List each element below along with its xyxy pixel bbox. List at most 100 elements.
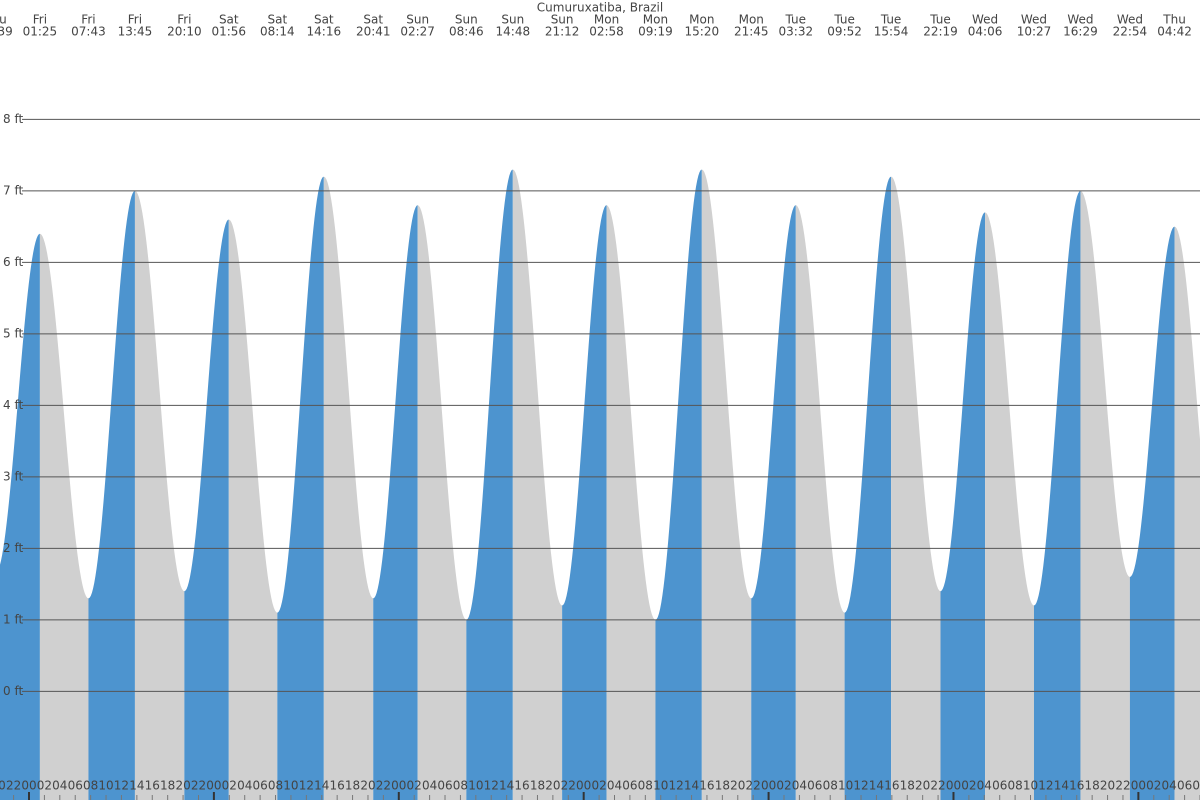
hour-tick-label: 04 xyxy=(977,779,992,793)
hour-tick-label: 18 xyxy=(715,779,730,793)
hour-tick-label: 08 xyxy=(1007,779,1022,793)
hour-tick-label: 16 xyxy=(514,779,529,793)
hour-tick-label: 08 xyxy=(83,779,98,793)
hour-tick-label: 16 xyxy=(699,779,714,793)
rising-tide xyxy=(88,190,135,800)
extreme-day: Wed xyxy=(972,13,998,27)
hour-tick-label: 14 xyxy=(129,779,144,793)
extreme-time: 01:56 xyxy=(211,25,246,39)
extreme-day: Fri xyxy=(128,13,142,27)
hour-tick-label: 04 xyxy=(792,779,807,793)
hour-tick-label: 18 xyxy=(160,779,175,793)
hour-tick-label: 02 xyxy=(407,779,422,793)
hour-tick-label: 20 xyxy=(545,779,560,793)
labels: 0 ft1 ft2 ft3 ft4 ft5 ft6 ft7 ft8 ftThu1… xyxy=(0,13,1200,800)
hour-tick-label: 00 xyxy=(391,779,406,793)
extreme-day: Wed xyxy=(1117,13,1143,27)
extreme-time: 15:20 xyxy=(685,25,720,39)
hour-tick-label: 10 xyxy=(1023,779,1038,793)
extreme-time: 20:41 xyxy=(356,25,391,39)
rising-tide xyxy=(466,169,513,800)
extreme-day: Mon xyxy=(643,13,668,27)
extreme-day: Mon xyxy=(689,13,714,27)
tide-areas xyxy=(0,169,1200,800)
hour-tick-label: 02 xyxy=(591,779,606,793)
hour-tick-label: 02 xyxy=(1146,779,1161,793)
extreme-day: Wed xyxy=(1021,13,1047,27)
extreme-day: Tue xyxy=(880,13,902,27)
hour-tick-label: 16 xyxy=(330,779,345,793)
extreme-day: Wed xyxy=(1067,13,1093,27)
rising-tide xyxy=(184,219,229,800)
hour-tick-label: 06 xyxy=(807,779,822,793)
extreme-time: 21:45 xyxy=(734,25,769,39)
extreme-day: Sat xyxy=(267,13,287,27)
extreme-day: Mon xyxy=(739,13,764,27)
hour-tick-label: 16 xyxy=(145,779,160,793)
hour-tick-label: 12 xyxy=(114,779,129,793)
hour-tick-label: 06 xyxy=(1177,779,1192,793)
y-tick-label: 6 ft xyxy=(3,255,23,269)
hour-tick-label: 06 xyxy=(622,779,637,793)
hour-tick-label: 20 xyxy=(730,779,745,793)
extreme-day: Thu xyxy=(1162,13,1186,27)
extreme-time: 15:54 xyxy=(874,25,909,39)
hour-tick-label: 02 xyxy=(961,779,976,793)
hour-tick-label: 08 xyxy=(823,779,838,793)
extreme-time: 14:48 xyxy=(496,25,531,39)
extreme-time: 04:42 xyxy=(1157,25,1192,39)
chart-title: Cumuruxatiba, Brazil xyxy=(537,1,663,15)
extreme-day: Tue xyxy=(833,13,855,27)
extreme-day: Fri xyxy=(81,13,95,27)
falling-tide xyxy=(1174,226,1200,800)
falling-tide xyxy=(134,190,185,800)
y-tick-label: 4 ft xyxy=(3,398,23,412)
hour-tick-label: 14 xyxy=(684,779,699,793)
extreme-time: 02:58 xyxy=(589,25,624,39)
hour-tick-label: 08 xyxy=(638,779,653,793)
hour-tick-label: 10 xyxy=(838,779,853,793)
hour-tick-label: 20 xyxy=(1100,779,1115,793)
hour-tick-label: 02 xyxy=(776,779,791,793)
extreme-day: Tue xyxy=(785,13,807,27)
extreme-day: Sun xyxy=(501,13,524,27)
hour-tick-label: 18 xyxy=(900,779,915,793)
extreme-day: Sat xyxy=(363,13,383,27)
falling-tide xyxy=(228,219,278,800)
falling-tide xyxy=(323,176,374,800)
extreme-time: 10:27 xyxy=(1017,25,1052,39)
hour-tick-label: 20 xyxy=(915,779,930,793)
hour-tick-label: 22 xyxy=(376,779,391,793)
hour-tick-label: 14 xyxy=(314,779,329,793)
hour-tick-label: 22 xyxy=(561,779,576,793)
hour-tick-label: 08 xyxy=(1192,779,1200,793)
extreme-day: Tue xyxy=(929,13,951,27)
extreme-time: 14:16 xyxy=(307,25,342,39)
rising-tide xyxy=(655,169,702,800)
hour-tick-label: 08 xyxy=(453,779,468,793)
hour-tick-label: 12 xyxy=(853,779,868,793)
extreme-day: Sun xyxy=(551,13,574,27)
hour-tick-label: 04 xyxy=(607,779,622,793)
hour-tick-label: 00 xyxy=(576,779,591,793)
rising-tide xyxy=(751,205,796,800)
rising-tide xyxy=(1033,190,1081,800)
falling-tide xyxy=(985,212,1034,800)
hour-tick-label: 00 xyxy=(21,779,36,793)
hour-tick-label: 22 xyxy=(1115,779,1130,793)
y-tick-label: 5 ft xyxy=(3,326,23,340)
hour-tick-label: 10 xyxy=(98,779,113,793)
hour-tick-label: 22 xyxy=(930,779,945,793)
grid xyxy=(22,118,1200,692)
extreme-time: 02:27 xyxy=(400,25,435,39)
y-tick-label: 1 ft xyxy=(3,612,23,626)
y-tick-label: 8 ft xyxy=(3,112,23,126)
rising-tide xyxy=(373,205,418,800)
rising-tide xyxy=(0,233,40,800)
hour-tick-label: 10 xyxy=(283,779,298,793)
extreme-time: 19:39 xyxy=(0,25,13,39)
extreme-day: Fri xyxy=(177,13,191,27)
extreme-time: 09:52 xyxy=(827,25,862,39)
hour-tick-label: 06 xyxy=(68,779,83,793)
